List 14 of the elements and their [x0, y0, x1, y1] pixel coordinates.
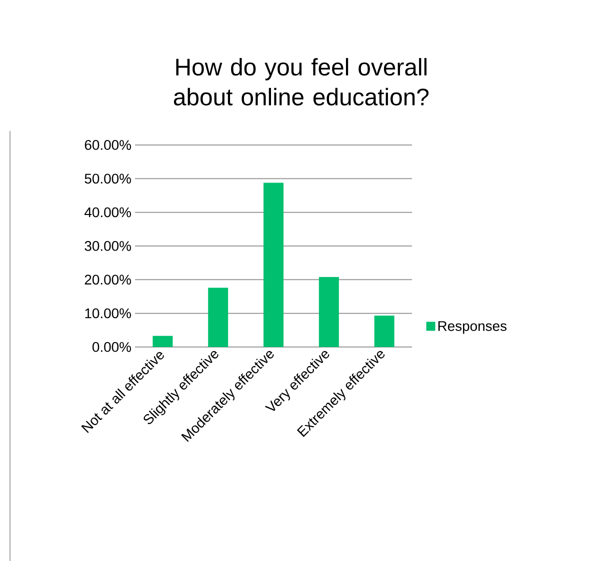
y-tick-label: 30.00%	[84, 240, 131, 251]
y-tick-label: 20.00%	[84, 274, 131, 284]
bar	[318, 276, 339, 347]
bar	[208, 287, 228, 347]
y-tick-label: 50.00%	[84, 173, 131, 184]
legend-label: Responses	[438, 321, 507, 334]
y-tick-label: 40.00%	[84, 207, 131, 218]
y-tick-label: 60.00%	[84, 140, 131, 150]
bar	[264, 182, 284, 347]
y-tick-label: 10.00%	[85, 308, 131, 318]
bar	[374, 315, 394, 347]
y-tick-label: 0.00%	[92, 342, 131, 352]
bar	[152, 336, 173, 347]
chart-title: How do you feel overall about online education?	[174, 58, 429, 106]
